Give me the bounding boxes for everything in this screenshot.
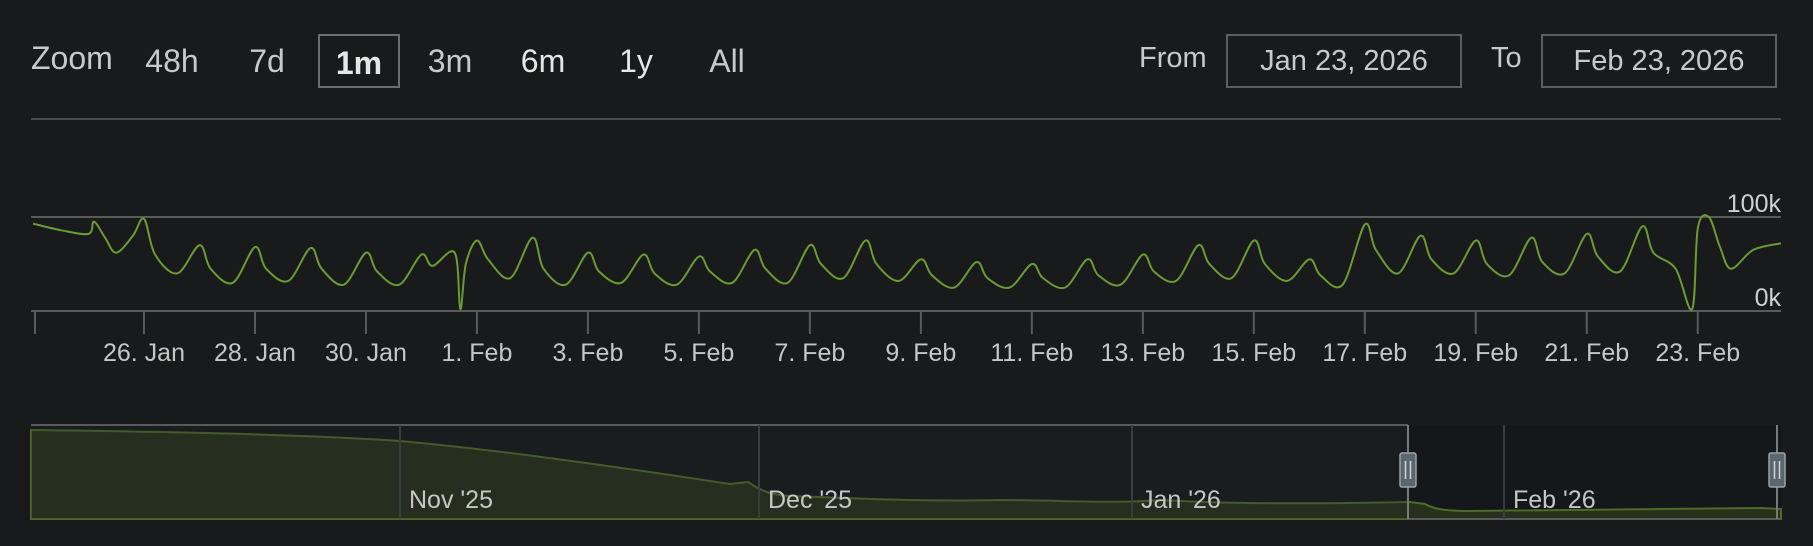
x-tick-label: 7. Feb <box>774 339 845 367</box>
navigator-area <box>30 428 1782 520</box>
navigator-right-handle[interactable] <box>1768 425 1786 519</box>
y-tick-label: 0k <box>1755 284 1782 312</box>
x-tick-label: 23. Feb <box>1655 339 1740 367</box>
x-tick-label: 15. Feb <box>1211 339 1296 367</box>
x-tick-label: 19. Feb <box>1433 339 1518 367</box>
x-tick-label: 21. Feb <box>1544 339 1629 367</box>
zoom-7d-button[interactable]: 7d <box>249 43 285 79</box>
series-layer <box>32 214 1782 311</box>
from-date-input[interactable] <box>1226 34 1462 88</box>
x-tick-label: 17. Feb <box>1322 339 1407 367</box>
navigator[interactable]: Nov '25 Dec '25 Jan '26 Feb '26 <box>30 424 1786 520</box>
zoom-all-button[interactable]: All <box>709 43 745 79</box>
range-selector-toolbar: Zoom 48h 7d 1m 3m 6m 1y All From To <box>0 0 1813 120</box>
navigator-label: Dec '25 <box>768 486 852 514</box>
grid-layer <box>31 216 1781 312</box>
navigator-outside-mask <box>31 425 1408 519</box>
x-tick-label: 3. Feb <box>552 339 623 367</box>
series-line <box>32 214 1782 311</box>
to-date-input[interactable] <box>1541 34 1777 88</box>
navigator-label: Nov '25 <box>409 486 493 514</box>
zoom-48h-button[interactable]: 48h <box>145 43 199 79</box>
zoom-label: Zoom <box>31 40 113 76</box>
navigator-label: Feb '26 <box>1513 486 1596 514</box>
navigator-label: Jan '26 <box>1141 486 1221 514</box>
y-tick-label: 100k <box>1727 190 1782 218</box>
y-axis: 100k 0k <box>1727 190 1782 312</box>
x-tick-label: 13. Feb <box>1100 339 1185 367</box>
navigator-left-handle[interactable] <box>1399 425 1417 519</box>
x-tick-label: 1. Feb <box>441 339 512 367</box>
x-tick-label: 30. Jan <box>325 339 407 367</box>
toolbar-divider <box>31 118 1781 120</box>
zoom-1m-button[interactable]: 1m <box>318 34 400 88</box>
x-tick-label: 9. Feb <box>885 339 956 367</box>
zoom-1y-button[interactable]: 1y <box>619 43 653 79</box>
navigator-outline <box>31 424 1781 520</box>
x-axis: 26. Jan 28. Jan 30. Jan 1. Feb 3. Feb 5. Feb 7… <box>34 311 1740 367</box>
x-tick-label: 28. Jan <box>214 339 296 367</box>
from-label: From <box>1139 42 1207 74</box>
x-tick-label: 26. Jan <box>103 339 185 367</box>
x-tick-label: 5. Feb <box>663 339 734 367</box>
zoom-6m-button[interactable]: 6m <box>520 43 566 79</box>
zoom-3m-button[interactable]: 3m <box>427 43 473 79</box>
x-tick-label: 11. Feb <box>990 339 1073 367</box>
to-label: To <box>1491 42 1522 74</box>
